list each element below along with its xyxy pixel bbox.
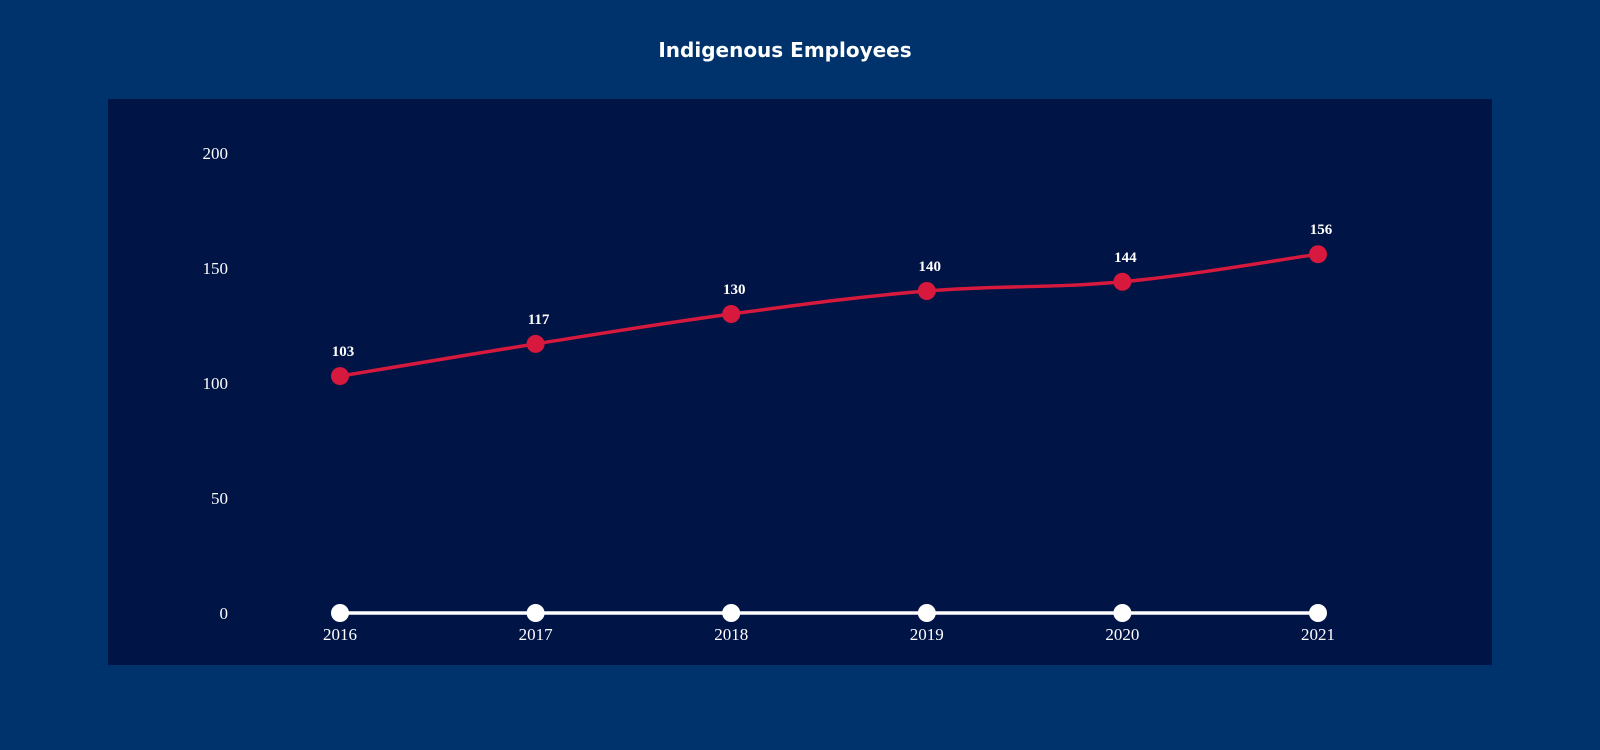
data-point[interactable]: [526, 604, 545, 622]
data-point[interactable]: [331, 604, 349, 622]
plot-background: [108, 99, 1492, 665]
y-axis: 0 50 100 150 200: [203, 144, 229, 623]
data-point[interactable]: [331, 367, 349, 386]
data-point[interactable]: [1309, 604, 1327, 622]
x-tick-label: 2018: [714, 625, 748, 644]
data-point[interactable]: [917, 282, 936, 300]
series-layer: [331, 245, 1327, 622]
data-label: 144: [1114, 250, 1137, 266]
x-tick-label: 2016: [323, 625, 357, 644]
data-label: 140: [919, 259, 942, 275]
data-point[interactable]: [1113, 604, 1132, 622]
data-point[interactable]: [917, 604, 936, 622]
plot-panel: 0 50 100 150 200 2016 2017 2018 2019 2020 2021 10…: [108, 99, 1492, 665]
line-chart: 0 50 100 150 200 2016 2017 2018 2019 2020 2021 10…: [108, 99, 1492, 665]
data-point[interactable]: [722, 305, 741, 323]
y-tick-label: 100: [203, 374, 229, 393]
x-tick-label: 2017: [519, 625, 554, 644]
x-tick-label: 2019: [910, 625, 944, 644]
data-point[interactable]: [1113, 272, 1132, 291]
data-labels: 103 117 130 140 144 156: [332, 222, 1333, 360]
chart-title: Indigenous Employees: [658, 38, 912, 62]
data-label: 117: [528, 312, 550, 328]
y-tick-label: 150: [203, 259, 229, 278]
x-tick-label: 2021: [1301, 625, 1335, 644]
data-point[interactable]: [526, 334, 545, 353]
x-tick-label: 2020: [1105, 625, 1139, 644]
data-point[interactable]: [722, 604, 741, 622]
data-label: 103: [332, 344, 355, 360]
y-tick-label: 200: [203, 144, 229, 163]
data-label: 156: [1310, 222, 1333, 238]
y-tick-label: 0: [220, 604, 229, 623]
series-line-0: [338, 252, 1320, 378]
data-point[interactable]: [1309, 245, 1327, 264]
x-axis: 2016 2017 2018 2019 2020 2021: [323, 625, 1335, 644]
y-tick-label: 50: [211, 489, 228, 508]
data-label: 130: [723, 282, 746, 298]
